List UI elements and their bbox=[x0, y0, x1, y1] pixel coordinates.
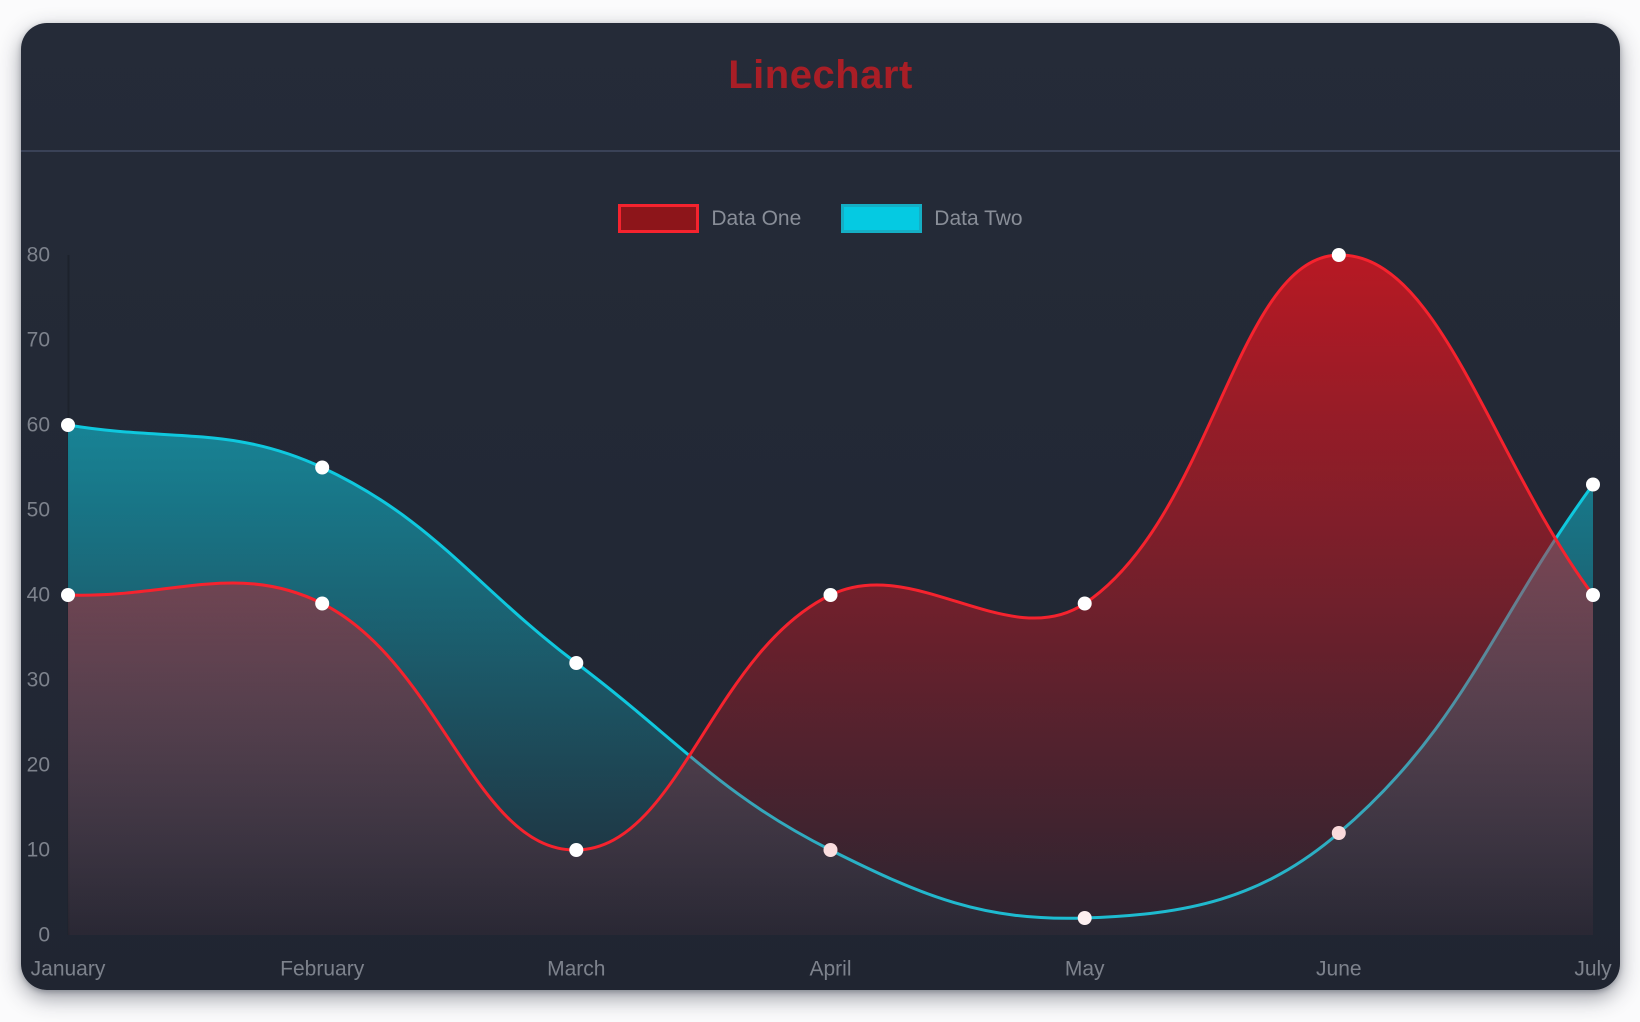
data-two-point-january[interactable] bbox=[61, 418, 75, 432]
y-tick-10: 10 bbox=[27, 839, 50, 862]
data-one-line bbox=[66, 253, 1595, 852]
x-tick-february: February bbox=[280, 958, 365, 981]
x-tick-march: March bbox=[547, 958, 605, 981]
x-tick-january: January bbox=[31, 958, 106, 981]
data-one-point-january[interactable] bbox=[61, 588, 75, 602]
data-one-area bbox=[68, 254, 1593, 936]
x-tick-may: May bbox=[1065, 958, 1105, 981]
legend-label-data-one: Data One bbox=[711, 206, 802, 230]
y-tick-0: 0 bbox=[38, 924, 50, 947]
y-tick-40: 40 bbox=[27, 584, 50, 607]
chart-canvas[interactable]: 0 10 20 30 40 50 60 70 80 January February March Apr… bbox=[21, 23, 1620, 990]
x-tick-april: April bbox=[809, 958, 851, 981]
chart-card: Linechart Data One Data Two 0 10 20 30 40 50 6… bbox=[21, 23, 1620, 990]
data-one-point-july[interactable] bbox=[1586, 588, 1600, 602]
legend-item-data-one[interactable]: Data One bbox=[618, 204, 801, 233]
x-tick-june: June bbox=[1316, 958, 1362, 981]
data-one-point-april[interactable] bbox=[823, 588, 838, 602]
x-tick-july: July bbox=[1574, 958, 1612, 981]
data-one-swatch bbox=[618, 204, 700, 233]
data-two-point-july[interactable] bbox=[1586, 477, 1600, 492]
chart-legend: Data One Data Two bbox=[21, 204, 1620, 233]
data-one-point-march[interactable] bbox=[569, 843, 584, 857]
y-tick-70: 70 bbox=[27, 329, 50, 352]
data-two-swatch bbox=[841, 204, 923, 233]
y-tick-20: 20 bbox=[27, 754, 50, 777]
y-tick-80: 80 bbox=[27, 244, 50, 267]
chart-title: Linechart bbox=[728, 53, 913, 97]
y-tick-60: 60 bbox=[27, 414, 50, 437]
legend-label-data-two: Data Two bbox=[934, 206, 1023, 230]
data-two-point-march[interactable] bbox=[569, 656, 584, 670]
y-tick-50: 50 bbox=[27, 499, 50, 522]
data-one-point-february[interactable] bbox=[315, 596, 330, 611]
y-tick-30: 30 bbox=[27, 669, 50, 692]
data-two-point-february[interactable] bbox=[315, 460, 330, 475]
data-one-point-may[interactable] bbox=[1077, 596, 1092, 611]
data-one-point-june[interactable] bbox=[1331, 248, 1346, 262]
legend-item-data-two[interactable]: Data Two bbox=[841, 204, 1023, 233]
header-divider bbox=[21, 150, 1620, 152]
